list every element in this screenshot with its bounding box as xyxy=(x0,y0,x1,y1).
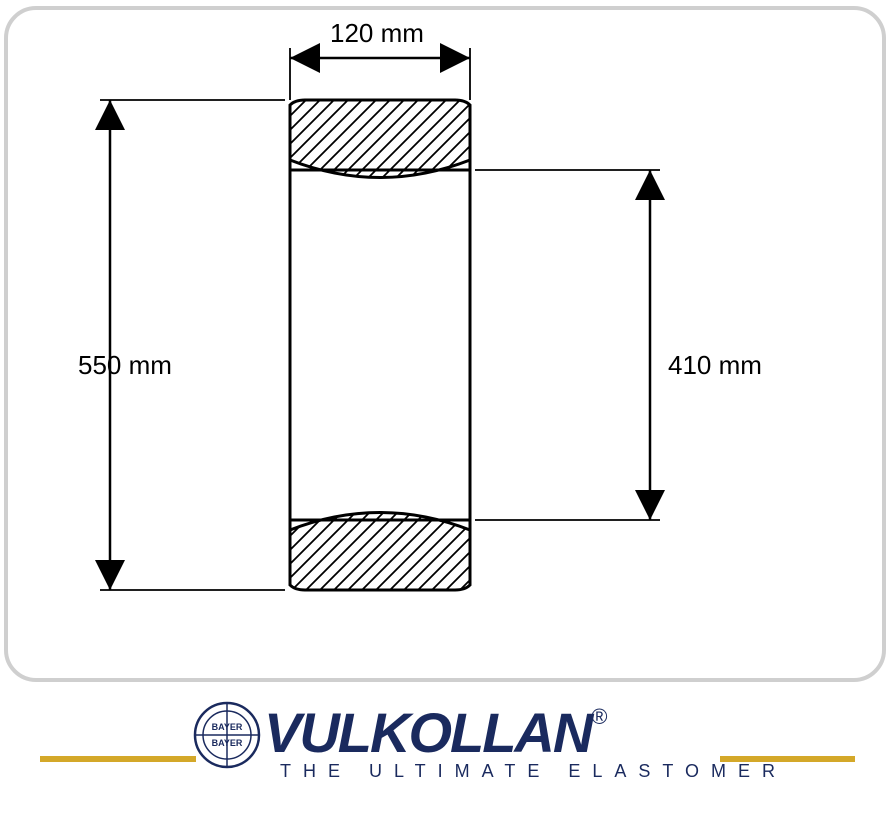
dim-label-outer: 550 mm xyxy=(78,350,172,381)
brand-registered-icon: ® xyxy=(591,704,605,729)
technical-drawing xyxy=(0,0,890,820)
dim-label-width: 120 mm xyxy=(330,18,424,49)
dim-label-inner: 410 mm xyxy=(668,350,762,381)
brand-tagline: THE ULTIMATE ELASTOMER xyxy=(190,761,830,782)
tyre-top-band xyxy=(290,100,470,178)
logo-accent-line-left xyxy=(40,756,196,762)
tyre-bottom-band xyxy=(290,513,470,591)
brand-wordmark: VULKOLLAN® xyxy=(264,700,606,765)
logo-region: VULKOLLAN® THE ULTIMATE ELASTOMER xyxy=(190,700,830,782)
brand-text: VULKOLLAN xyxy=(264,701,591,764)
